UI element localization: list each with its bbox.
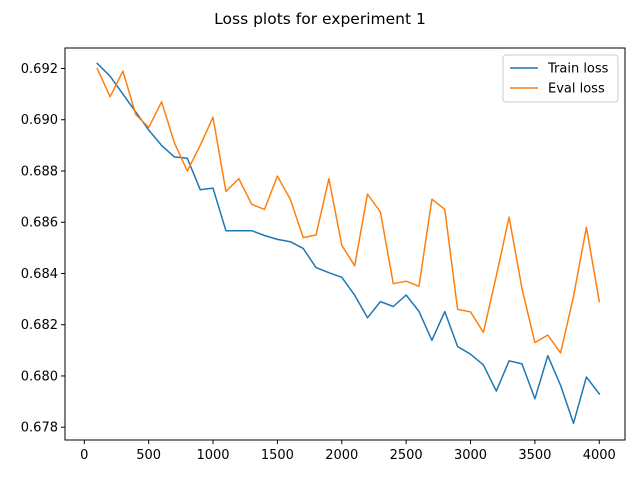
y-tick-label: 0.692 xyxy=(21,62,58,77)
y-tick-label: 0.690 xyxy=(21,113,58,128)
y-tick-label: 0.684 xyxy=(21,267,58,282)
x-tick-label: 3000 xyxy=(454,448,487,463)
legend: Train loss Eval loss xyxy=(502,54,619,103)
x-tick-label: 0 xyxy=(80,448,88,463)
legend-label: Train loss xyxy=(547,62,609,77)
plot-frame xyxy=(64,47,626,441)
legend-label: Eval loss xyxy=(548,82,605,97)
x-tick-label: 3500 xyxy=(518,448,551,463)
legend-box xyxy=(502,54,619,103)
y-tick-label: 0.680 xyxy=(21,369,58,384)
x-tick-label: 1500 xyxy=(261,448,294,463)
x-tick-label: 500 xyxy=(136,448,161,463)
chart-title: Loss plots for experiment 1 xyxy=(214,10,426,28)
x-tick-label: 2000 xyxy=(325,448,358,463)
series-line-eval-loss xyxy=(96,67,601,354)
y-tick-label: 0.688 xyxy=(21,164,58,179)
y-tick-label: 0.678 xyxy=(21,421,58,436)
y-tick-label: 0.682 xyxy=(21,318,58,333)
x-axis: 0 500 1000 1500 2000 2500 3000 3500 4000 xyxy=(80,440,616,463)
x-tick-label: 1000 xyxy=(196,448,229,463)
x-tick-label: 2500 xyxy=(390,448,423,463)
series-layer xyxy=(96,62,601,425)
series-line-train-loss xyxy=(96,62,601,425)
y-tick-label: 0.686 xyxy=(21,216,58,231)
y-axis: 0.678 0.680 0.682 0.684 0.686 0.688 0.690 0.692 xyxy=(21,62,65,436)
x-tick-label: 4000 xyxy=(583,448,616,463)
